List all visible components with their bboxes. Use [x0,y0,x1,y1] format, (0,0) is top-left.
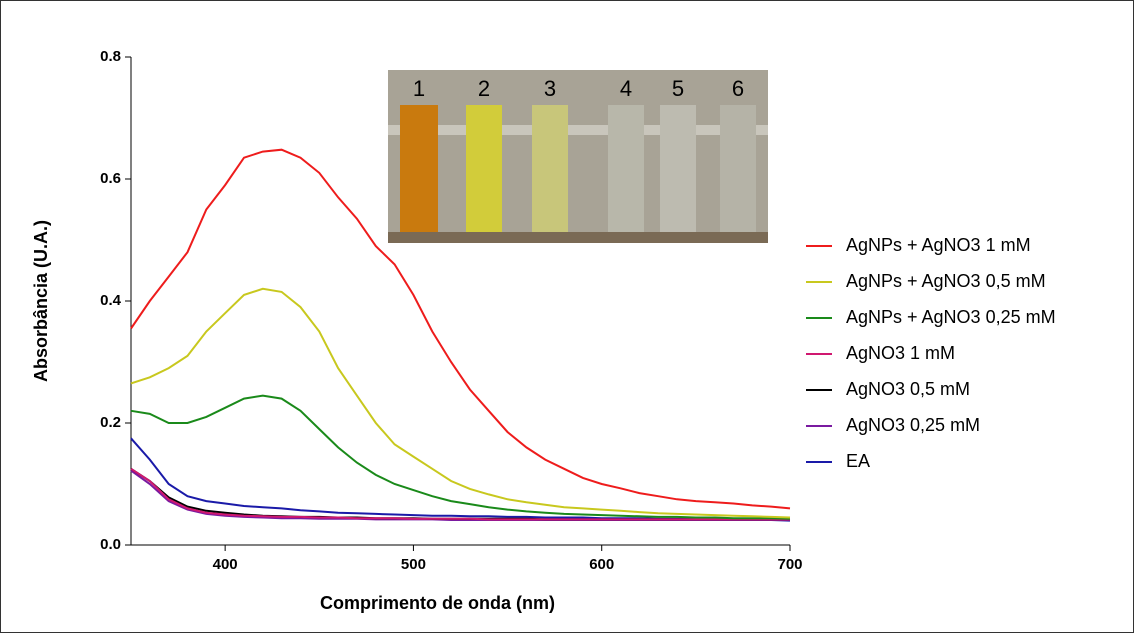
series-line [130,467,790,521]
series-line [130,148,791,510]
legend-label: EA [846,451,870,471]
inset-label: 1 [413,76,425,101]
inset-label: 3 [544,76,556,101]
y-axis-title: Absorbância (U.A.) [31,220,51,382]
y-tick-label: 0.2 [100,414,121,431]
legend-label: AgNO3 0,25 mM [846,415,980,435]
inset-label: 6 [732,76,744,101]
inset-label: 2 [478,76,490,101]
legend-label: AgNPs + AgNO3 0,25 mM [846,307,1056,327]
x-tick-label: 700 [777,556,802,573]
inset-label: 4 [620,76,632,101]
inset-photo [388,70,768,243]
y-tick-label: 0.0 [100,536,121,553]
inset-label: 5 [672,76,684,101]
legend-label: AgNPs + AgNO3 0,5 mM [846,271,1046,291]
legend-label: AgNO3 0,5 mM [846,379,970,399]
series-line [130,394,791,520]
x-tick-label: 600 [589,556,614,573]
x-tick-label: 400 [213,556,238,573]
x-tick-label: 500 [401,556,426,573]
y-tick-label: 0.6 [100,170,121,187]
legend-label: AgNO3 1 mM [846,343,955,363]
series-line [130,287,791,519]
x-axis-title: Comprimento de onda (nm) [320,593,555,613]
y-tick-label: 0.8 [100,48,121,65]
y-tick-label: 0.4 [100,292,122,309]
legend-label: AgNPs + AgNO3 1 mM [846,235,1031,255]
